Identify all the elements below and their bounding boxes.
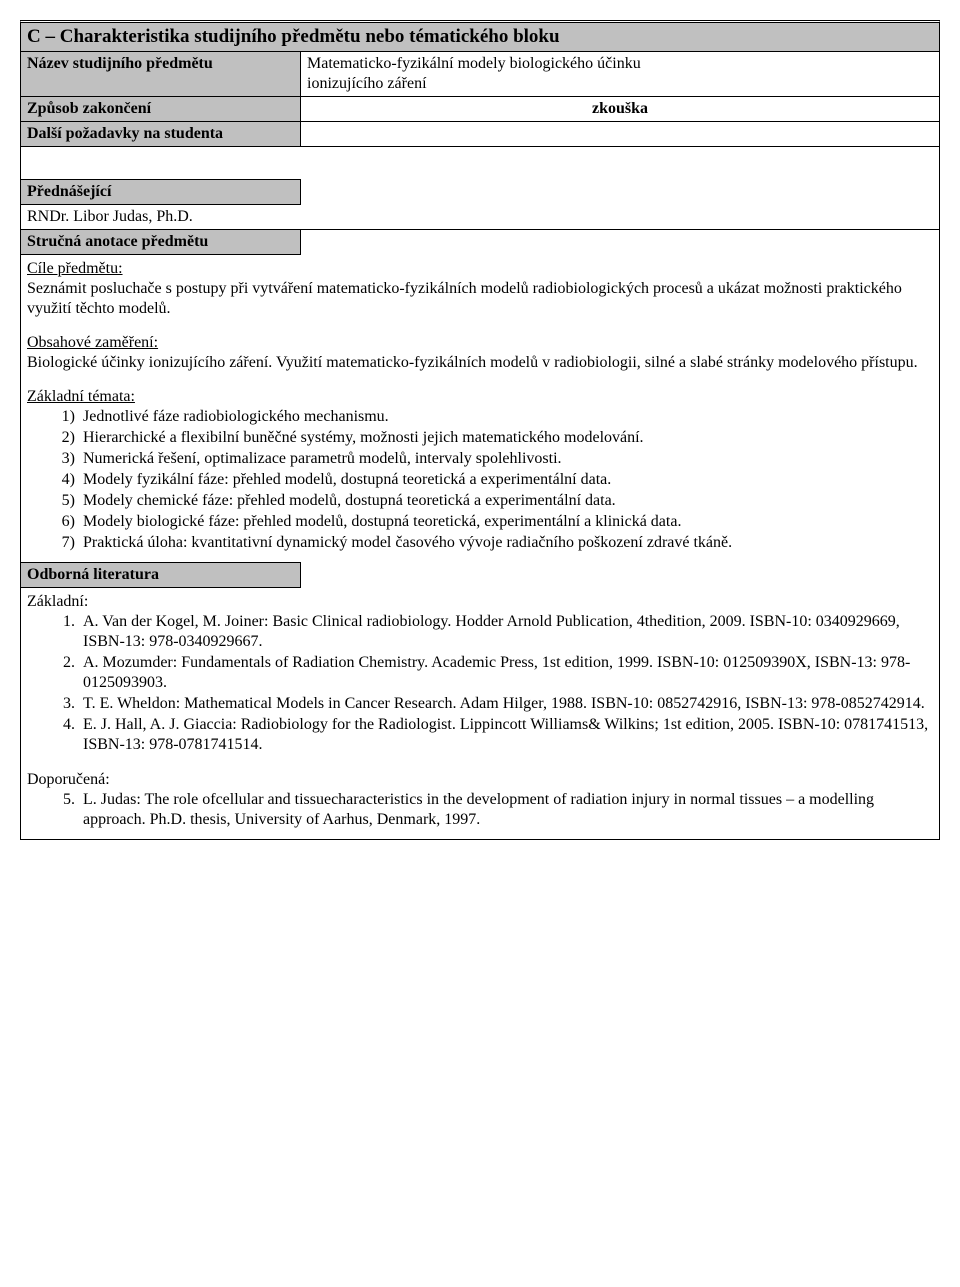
aims-text: Seznámit posluchače s postupy při vytvář… [27, 280, 902, 317]
form-title: C – Charakteristika studijního předmětu … [21, 23, 939, 52]
label-lecturer: Přednášející [21, 179, 301, 205]
recommended-heading: Doporučená: [27, 771, 110, 788]
topics-list: Jednotlivé fáze radiobiologického mechan… [27, 407, 933, 553]
label-other-requirements: Další požadavky na studenta [21, 122, 301, 146]
recommended-literature-list: L. Judas: The role ofcellular and tissue… [27, 790, 933, 830]
row-completion: Způsob zakončení zkouška [21, 97, 939, 122]
topics-heading: Základní témata: [27, 388, 135, 405]
aims-heading: Cíle předmětu: [27, 260, 123, 277]
row-course-name: Název studijního předmětu Matematicko-fy… [21, 52, 939, 97]
topic-item: Jednotlivé fáze radiobiologického mechan… [79, 407, 933, 427]
row-literature-label: Odborná literatura [21, 562, 939, 588]
row-lecturer-value: RNDr. Libor Judas, Ph.D. [21, 205, 939, 230]
row-annotation-label: Stručná anotace předmětu [21, 230, 939, 255]
row-empty-gap [21, 147, 939, 179]
value-lecturer: RNDr. Libor Judas, Ph.D. [21, 205, 939, 229]
topic-item: Modely fyzikální fáze: přehled modelů, d… [79, 470, 933, 490]
content-text: Biologické účinky ionizujícího záření. V… [27, 354, 918, 371]
value-other-requirements [301, 122, 939, 146]
basic-literature-list: A. Van der Kogel, M. Joiner: Basic Clini… [27, 612, 933, 755]
literature-item: A. Van der Kogel, M. Joiner: Basic Clini… [79, 612, 933, 652]
value-course-name: Matematicko-fyzikální modely biologickéh… [301, 52, 939, 96]
topic-item: Modely biologické fáze: přehled modelů, … [79, 512, 933, 532]
literature-item: T. E. Wheldon: Mathematical Models in Ca… [79, 694, 933, 714]
basic-heading: Základní: [27, 593, 88, 610]
row-other-requirements: Další požadavky na studenta [21, 122, 939, 147]
completion-text: zkouška [592, 100, 648, 117]
label-annotation: Stručná anotace předmětu [21, 230, 301, 255]
label-completion: Způsob zakončení [21, 97, 301, 121]
row-lecturer-label: Přednášející [21, 179, 939, 205]
literature-stub [301, 562, 939, 588]
annotation-body: Cíle předmětu: Seznámit posluchače s pos… [21, 255, 939, 562]
form-table: C – Charakteristika studijního předmětu … [20, 20, 940, 840]
topic-item: Hierarchické a flexibilní buněčné systém… [79, 428, 933, 448]
course-name-line1: Matematicko-fyzikální modely biologickéh… [307, 55, 641, 72]
gap-cell [21, 147, 33, 179]
label-literature: Odborná literatura [21, 562, 301, 588]
lecturer-stub [301, 179, 939, 205]
value-completion: zkouška [301, 97, 939, 121]
label-course-name: Název studijního předmětu [21, 52, 301, 96]
literature-item: A. Mozumder: Fundamentals of Radiation C… [79, 653, 933, 693]
topic-item: Numerická řešení, optimalizace parametrů… [79, 449, 933, 469]
topic-item: Modely chemické fáze: přehled modelů, do… [79, 491, 933, 511]
annotation-stub [301, 230, 939, 255]
course-name-line2: ionizujícího záření [307, 75, 427, 92]
content-heading: Obsahové zaměření: [27, 334, 158, 351]
literature-item: E. J. Hall, A. J. Giaccia: Radiobiology … [79, 715, 933, 755]
literature-body: Základní: A. Van der Kogel, M. Joiner: B… [21, 588, 939, 839]
literature-item: L. Judas: The role ofcellular and tissue… [79, 790, 933, 830]
topic-item: Praktická úloha: kvantitativní dynamický… [79, 533, 933, 553]
